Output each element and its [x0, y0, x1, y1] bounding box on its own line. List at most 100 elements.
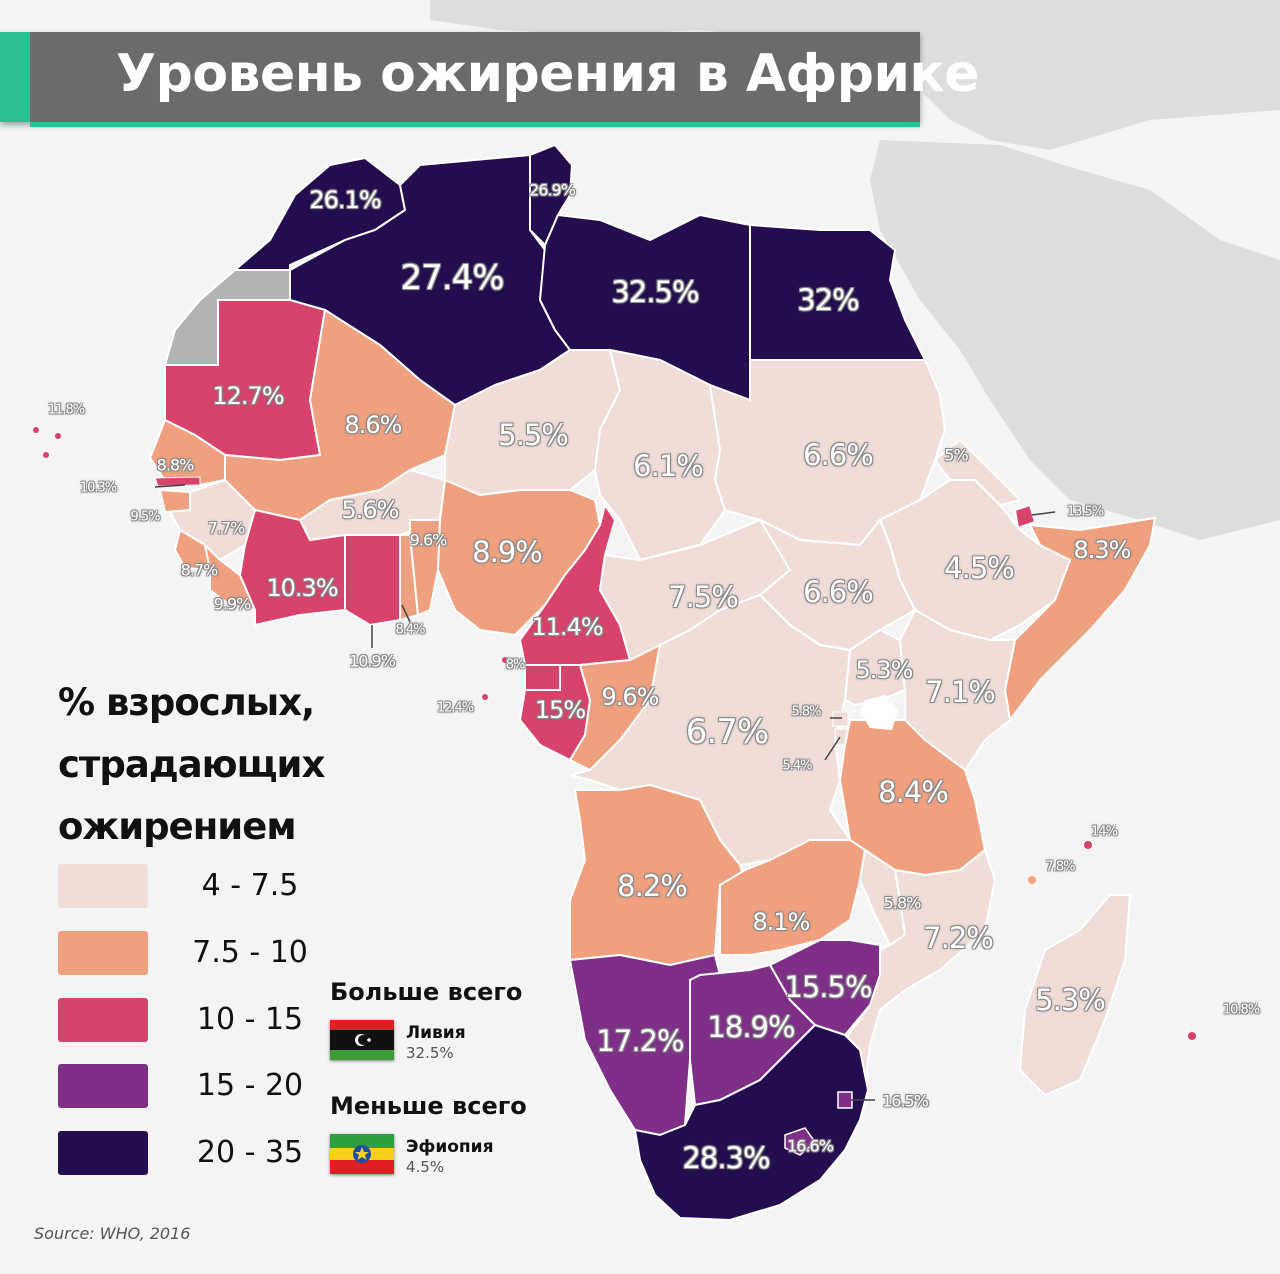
label-cape-verde: 11.8%: [47, 402, 85, 418]
sierra-leone: [173, 528, 212, 572]
label-guinea: 7.7%: [207, 518, 246, 538]
legend-label: 15 - 20: [196, 1068, 304, 1103]
label-drc: 6.7%: [685, 712, 769, 752]
label-mauritius: 10.8%: [1222, 1002, 1260, 1018]
label-malawi: 5.8%: [883, 893, 922, 913]
lake-victoria: [860, 695, 898, 730]
least-value: 4.5%: [406, 1158, 445, 1176]
label-ghana: 10.9%: [349, 651, 396, 671]
label-seychelles: 14%: [1091, 824, 1118, 840]
label-burundi: 5.4%: [782, 758, 812, 774]
label-mali: 8.6%: [344, 411, 403, 439]
label-zimbabwe: 15.5%: [784, 970, 872, 1004]
label-morocco: 26.1%: [309, 186, 381, 214]
label-south-sudan: 6.6%: [803, 575, 874, 609]
seychelles-island: [1084, 841, 1092, 849]
bioko-island: [502, 657, 508, 663]
djibouti: [1013, 503, 1037, 530]
page-title: Уровень ожирения в Африке: [116, 44, 979, 104]
legend-label: 4 - 7.5: [201, 868, 299, 903]
ethiopia-flag-icon: [330, 1134, 394, 1174]
libya-flag-icon: [330, 1020, 394, 1060]
legend-item: 10 - 15: [58, 998, 358, 1044]
label-benin: 8.4%: [395, 622, 425, 638]
legend-item: 4 - 7.5: [58, 864, 358, 910]
cyprus: [900, 205, 945, 225]
legend-swatch: [58, 931, 148, 975]
cape-verde-island: [55, 433, 61, 439]
angola: [569, 783, 747, 967]
legend-item: 20 - 35: [58, 1131, 358, 1177]
legend-swatch: [58, 864, 148, 908]
label-equatorial-guinea: 8%: [505, 657, 526, 673]
least-heading: Меньше всего: [330, 1092, 527, 1120]
eswatini: [837, 1091, 853, 1109]
least-country: Эфиопия: [406, 1137, 494, 1157]
label-madagascar: 5.3%: [1035, 983, 1106, 1017]
label-mozambique: 7.2%: [923, 921, 994, 955]
label-liberia: 9.9%: [213, 594, 252, 614]
label-sierra-leone: 8.7%: [180, 560, 219, 580]
legend-swatch: [58, 1064, 148, 1108]
label-congo: 9.6%: [601, 683, 660, 711]
equatorial-guinea: [524, 664, 561, 691]
guinea-bissau: [158, 488, 191, 514]
tunisia: [529, 143, 574, 247]
legend-title-line: страдающих: [58, 743, 325, 786]
source-note: Source: WHO, 2016: [34, 1224, 191, 1243]
label-south-africa: 28.3%: [682, 1141, 770, 1175]
legend-item: 15 - 20: [58, 1064, 358, 1110]
label-algeria: 27.4%: [400, 258, 504, 298]
zambia: [719, 839, 867, 956]
label-angola: 8.2%: [617, 869, 688, 903]
label-uganda: 5.3%: [855, 656, 914, 684]
label-botswana: 18.9%: [707, 1010, 795, 1044]
label-comoros: 7.8%: [1045, 859, 1075, 875]
label-guinea-bissau: 9.5%: [130, 509, 160, 525]
cape-verde-island: [43, 452, 49, 458]
mozambique: [843, 848, 997, 1087]
label-somalia: 8.3%: [1073, 536, 1132, 564]
middle-east-land: [870, 140, 1280, 540]
title-bar: Уровень ожирения в Африке: [0, 32, 979, 127]
ivory-coast: [238, 508, 346, 627]
legend-item: 7.5 - 10: [58, 931, 358, 977]
cape-verde-island: [33, 427, 39, 433]
most-heading: Больше всего: [330, 978, 523, 1006]
label-gambia: 10.3%: [79, 480, 117, 496]
lesotho: [784, 1127, 817, 1156]
mauritius-island: [1188, 1032, 1196, 1040]
label-nigeria: 8.9%: [472, 535, 543, 569]
most-value: 32.5%: [406, 1044, 454, 1062]
label-rwanda: 5.8%: [791, 704, 821, 720]
legend-swatch: [58, 998, 148, 1042]
rwanda: [832, 711, 849, 727]
label-cameroon: 11.4%: [531, 613, 603, 641]
legend-title: % взрослых, страдающих ожирением: [58, 672, 358, 858]
label-namibia: 17.2%: [596, 1024, 684, 1058]
label-togo-benin: 9.6%: [409, 530, 448, 550]
legend-label: 7.5 - 10: [192, 935, 308, 970]
gambia: [154, 476, 201, 487]
europe-land: [430, 0, 1280, 150]
label-gabon: 15%: [534, 696, 586, 724]
label-sao-tome: 12.4%: [436, 700, 474, 716]
label-burkina-faso: 5.6%: [341, 496, 400, 524]
label-senegal: 8.8%: [156, 455, 195, 475]
label-egypt: 32%: [797, 283, 859, 317]
title-underline: [30, 122, 920, 127]
liberia: [203, 541, 257, 612]
label-sudan: 6.6%: [803, 438, 874, 472]
label-kenya: 7.1%: [925, 675, 996, 709]
label-car: 7.5%: [668, 580, 739, 614]
title-accent-stripe: [0, 32, 30, 122]
uganda: [843, 628, 907, 707]
label-eswatini: 16.5%: [882, 1091, 929, 1111]
south-africa: [633, 1023, 870, 1222]
legend-label: 20 - 35: [196, 1135, 304, 1170]
legend-title-line: % взрослых,: [58, 681, 315, 724]
ghana: [344, 534, 401, 627]
label-niger: 5.5%: [498, 418, 569, 452]
label-tunisia: 26.9%: [529, 180, 576, 200]
